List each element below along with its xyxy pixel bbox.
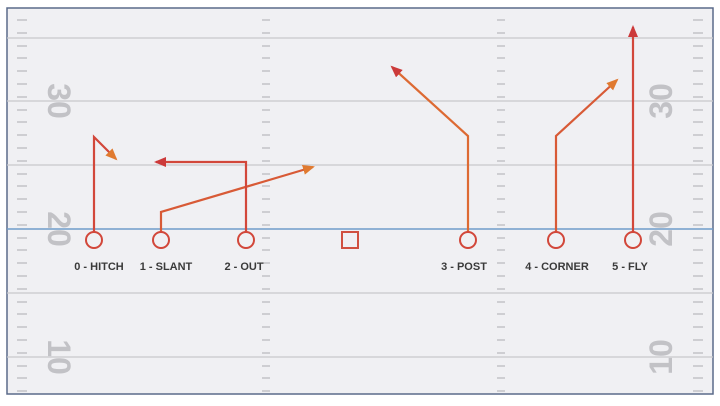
yard-number-30-left: 30 xyxy=(41,83,77,119)
receiver-out xyxy=(237,231,255,249)
yard-number-20-right: 20 xyxy=(643,211,679,247)
route-slant-path xyxy=(159,165,315,232)
route-label-out: 2 - OUT xyxy=(224,261,263,273)
route-post-path xyxy=(390,65,470,232)
route-hitch-path xyxy=(92,134,118,232)
receiver-fly xyxy=(624,231,642,249)
receiver-post xyxy=(459,231,477,249)
route-label-post: 3 - POST xyxy=(441,261,487,273)
yard-number-30-right: 30 xyxy=(643,83,679,119)
field-background xyxy=(6,7,714,395)
route-labels: 0 - HITCH 1 - SLANT 2 - OUT 3 - POST 4 -… xyxy=(74,261,648,273)
receivers xyxy=(85,231,642,249)
yard-numbers: 30 20 10 30 20 10 xyxy=(41,83,679,375)
receiver-hitch xyxy=(85,231,103,249)
yard-number-10-left: 10 xyxy=(41,339,77,375)
route-label-slant: 1 - SLANT xyxy=(140,261,193,273)
receiver-slant xyxy=(152,231,170,249)
route-label-hitch: 0 - HITCH xyxy=(74,261,124,273)
receiver-corner xyxy=(547,231,565,249)
route-label-corner: 4 - CORNER xyxy=(525,261,589,273)
route-out-path xyxy=(154,157,248,232)
routes xyxy=(92,25,638,232)
hash-marks xyxy=(17,19,703,392)
route-label-fly: 5 - FLY xyxy=(612,261,648,273)
center-marker xyxy=(341,231,359,249)
yard-number-20-left: 20 xyxy=(41,211,77,247)
route-corner-path xyxy=(554,78,619,232)
yard-number-10-right: 10 xyxy=(643,339,679,375)
